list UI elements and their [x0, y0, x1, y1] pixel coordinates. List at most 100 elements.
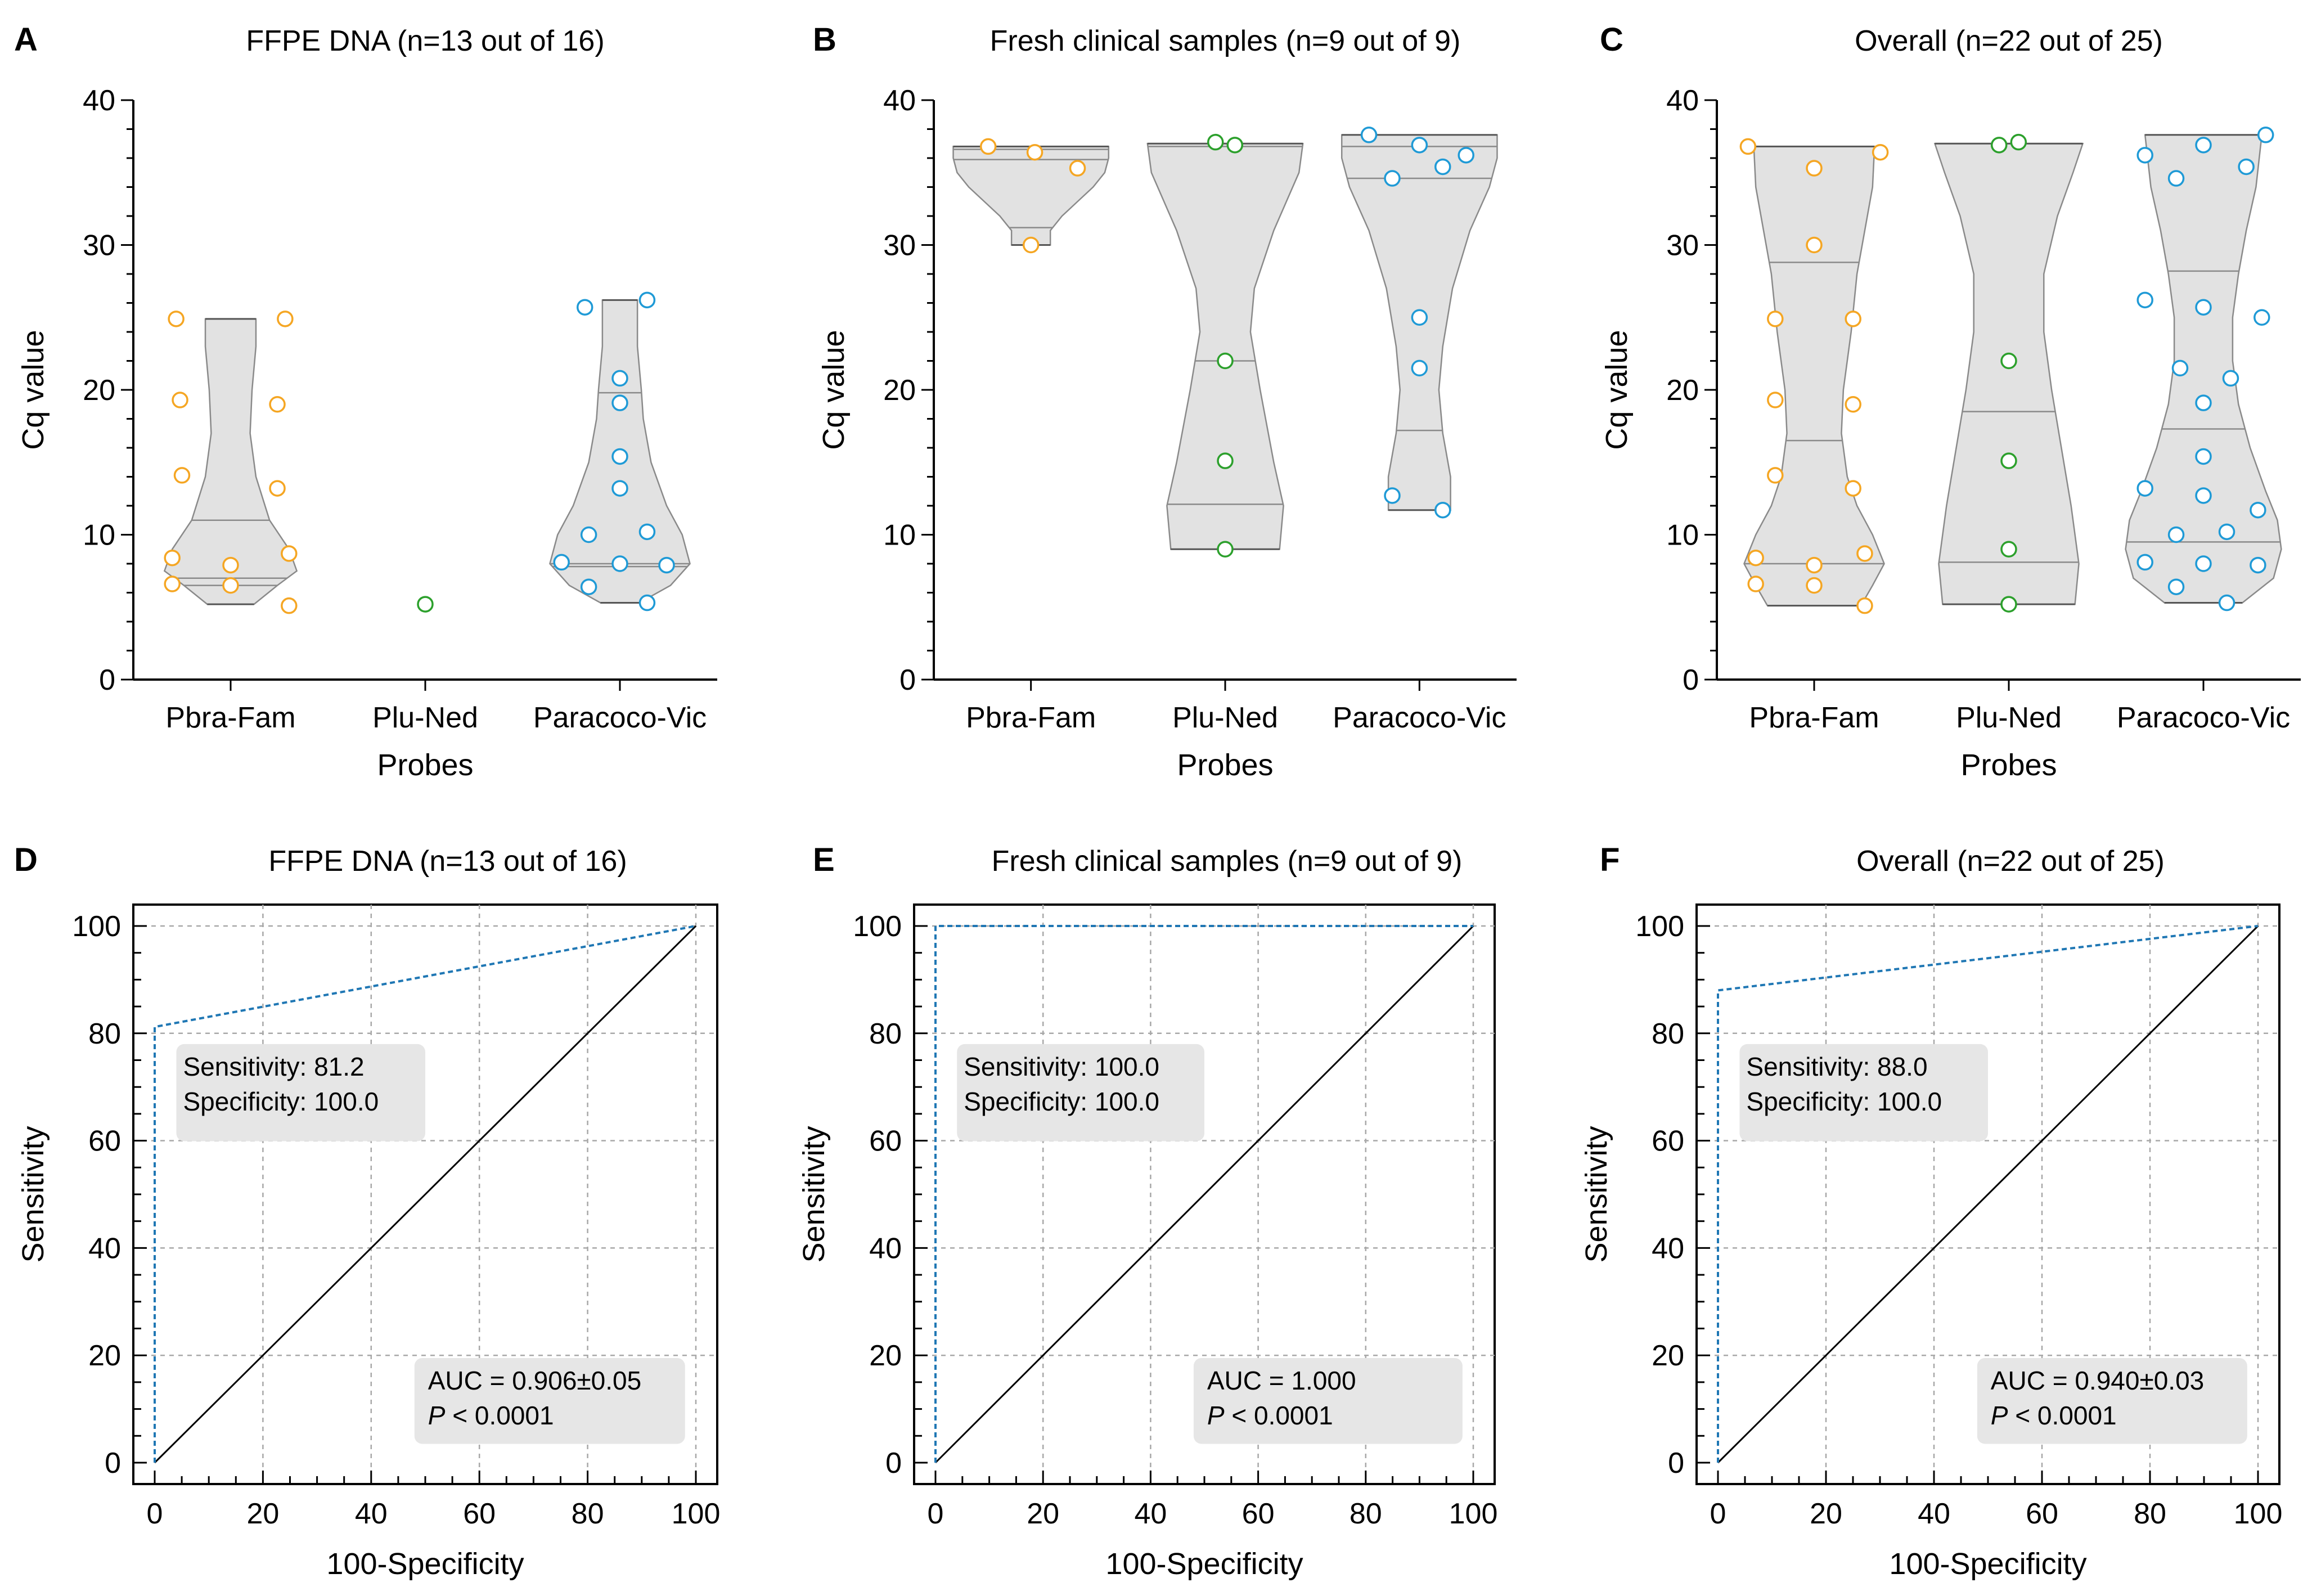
data-point-pbra-fam	[164, 549, 181, 567]
y-tick-label: 30	[83, 230, 115, 262]
data-point-paracoco-vic	[2195, 299, 2212, 316]
violin-body-plu-ned	[1146, 143, 1304, 550]
panel-title: Overall (n=22 out of 25)	[1856, 845, 2165, 878]
data-point-pbra-fam	[1806, 556, 1823, 574]
auc-box-bg	[1977, 1357, 2247, 1444]
data-point-paracoco-vic	[2167, 526, 2185, 543]
data-point-paracoco-vic	[2136, 147, 2153, 164]
y-tick-label: 0	[99, 664, 115, 696]
data-point-paracoco-vic	[611, 448, 628, 465]
diagonal-reference-line	[1717, 925, 2259, 1464]
y-tick-label: 40	[883, 84, 916, 117]
auc-text: AUC = 1.000	[1207, 1366, 1356, 1395]
data-point-plu-ned	[1217, 541, 1234, 558]
auc-box-bg	[414, 1357, 685, 1444]
data-point-paracoco-vic	[1411, 137, 1428, 154]
y-tick-label: 40	[1666, 84, 1699, 117]
data-point-paracoco-vic	[1384, 487, 1401, 504]
data-point-paracoco-vic	[2195, 137, 2212, 154]
data-point-pbra-fam	[1872, 143, 1889, 161]
data-point-pbra-fam	[1856, 597, 1873, 614]
data-point-paracoco-vic	[576, 299, 593, 316]
data-point-plu-ned	[2000, 596, 2017, 613]
data-point-paracoco-vic	[611, 370, 628, 387]
x-tick-label: 0	[928, 1498, 944, 1530]
x-tick-label: 80	[1350, 1498, 1382, 1530]
data-point-paracoco-vic	[1434, 158, 1451, 176]
data-point-plu-ned	[2000, 352, 2017, 370]
violin-panel-B: B Fresh clinical samples (n=9 out of 9) 0 1…	[813, 21, 1517, 782]
data-point-paracoco-vic	[1360, 127, 1378, 143]
data-point-paracoco-vic	[1458, 147, 1474, 164]
data-point-paracoco-vic	[611, 394, 628, 411]
x-tick-label: 20	[1027, 1498, 1059, 1530]
y-axis-title: Cq value	[1600, 330, 1634, 449]
violin-body-pbra-fam	[1743, 146, 1885, 606]
x-tick-label: Plu-Ned	[1956, 702, 2062, 734]
diagonal-reference-line	[154, 925, 697, 1464]
data-point-pbra-fam	[269, 480, 286, 497]
data-point-plu-ned	[417, 596, 434, 613]
specificity-text: Specificity: 100.0	[183, 1087, 379, 1116]
data-point-paracoco-vic	[2250, 501, 2266, 519]
panel-letter: B	[813, 21, 836, 58]
data-point-pbra-fam	[1806, 577, 1823, 594]
y-tick-label: 40	[869, 1232, 902, 1265]
y-tick-label: 20	[83, 374, 115, 407]
y-tick-label: 10	[1666, 519, 1699, 552]
x-axis-title: Probes	[1177, 748, 1273, 782]
data-point-plu-ned	[1990, 137, 2008, 154]
data-point-plu-ned	[1207, 133, 1224, 151]
x-axis-title: 100-Specificity	[326, 1547, 524, 1581]
data-point-paracoco-vic	[553, 554, 570, 571]
data-point-paracoco-vic	[1434, 501, 1451, 519]
y-tick-label: 60	[1652, 1125, 1684, 1158]
p-italic: P	[1207, 1401, 1225, 1430]
data-point-paracoco-vic	[2218, 594, 2235, 612]
x-tick-label: Plu-Ned	[1172, 702, 1278, 734]
sensitivity-text: Sensitivity: 88.0	[1746, 1052, 1927, 1081]
panel-title: Fresh clinical samples (n=9 out of 9)	[992, 845, 1463, 878]
data-point-pbra-fam	[1806, 160, 1823, 177]
data-point-pbra-fam	[164, 576, 181, 592]
x-tick-label: 100	[2234, 1498, 2283, 1530]
data-point-paracoco-vic	[638, 291, 656, 309]
roc-panel-D: D FFPE DNA (n=13 out of 16) 0 20 40 60 80 100 0 2…	[14, 842, 720, 1581]
y-tick-label: 30	[883, 230, 916, 262]
data-point-paracoco-vic	[2136, 554, 2153, 571]
data-point-paracoco-vic	[2238, 158, 2255, 176]
data-point-plu-ned	[2000, 541, 2017, 558]
data-point-pbra-fam	[222, 556, 239, 574]
y-tick-label: 0	[885, 1447, 902, 1480]
x-tick-label: Paracoco-Vic	[2117, 702, 2290, 734]
x-tick-label: 100	[1449, 1498, 1498, 1530]
data-point-paracoco-vic	[2250, 556, 2266, 574]
y-axis-title: Cq value	[16, 330, 50, 449]
sensitivity-box-bg	[1739, 1044, 1988, 1141]
data-point-plu-ned	[2000, 452, 2017, 469]
data-point-pbra-fam	[168, 311, 185, 327]
x-tick-label: 80	[572, 1498, 604, 1530]
data-point-pbra-fam	[1026, 143, 1043, 161]
diagonal-reference-line	[934, 925, 1474, 1464]
x-tick-label: 80	[2134, 1498, 2166, 1530]
data-point-paracoco-vic	[2195, 394, 2212, 411]
p-italic: P	[1991, 1401, 2008, 1430]
panel-letter: F	[1600, 842, 1620, 878]
y-tick-label: 10	[83, 519, 115, 552]
data-point-paracoco-vic	[2253, 309, 2270, 326]
y-tick-label: 60	[88, 1125, 121, 1158]
sensitivity-box: Sensitivity: 81.2 Specificity: 100.0	[176, 1044, 425, 1141]
sensitivity-box-bg	[957, 1044, 1204, 1141]
x-tick-label: 60	[2026, 1498, 2058, 1530]
x-tick-label: 40	[1134, 1498, 1167, 1530]
y-axis-title: Sensitivity	[797, 1126, 831, 1262]
x-tick-label: 0	[1710, 1498, 1726, 1530]
panel-title: FFPE DNA (n=13 out of 16)	[268, 845, 627, 878]
y-tick-label: 40	[1652, 1232, 1684, 1265]
violin-body-plu-ned	[1933, 143, 2084, 605]
x-tick-label: Pbra-Fam	[966, 702, 1096, 734]
x-tick-label: 100	[672, 1498, 721, 1530]
panel-letter: C	[1600, 21, 1623, 58]
specificity-text: Specificity: 100.0	[964, 1087, 1159, 1116]
